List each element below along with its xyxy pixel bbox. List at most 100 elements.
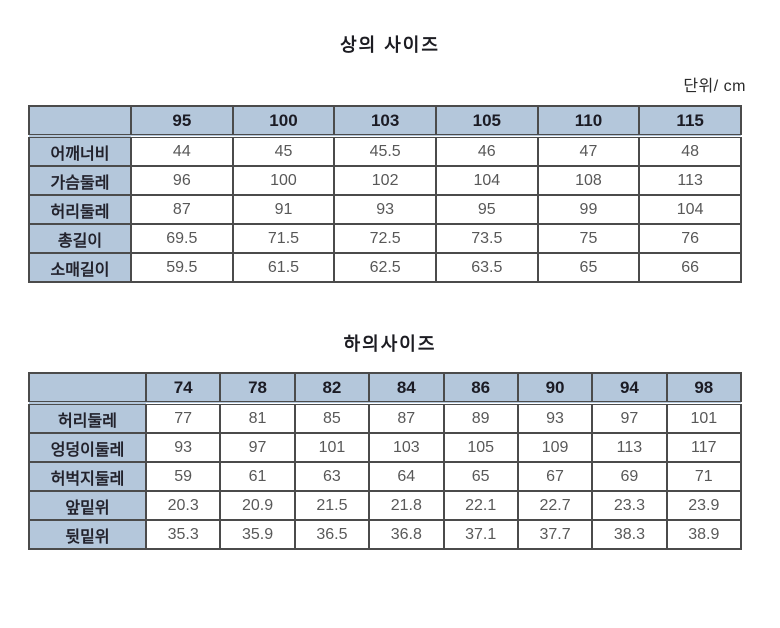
size-column-header: 82 — [293, 372, 371, 405]
size-column-header: 94 — [591, 372, 668, 405]
bottoms-size-table-title: 하의사이즈 — [343, 334, 437, 354]
measurement-value: 65 — [536, 252, 641, 283]
table-row: 엉덩이둘레 93 97 101 103 105 109 113 117 — [28, 432, 743, 463]
measurement-value: 23.3 — [591, 490, 668, 521]
measurement-value: 85 — [293, 402, 371, 434]
corner-cell — [28, 372, 147, 405]
measurement-value: 21.8 — [368, 490, 445, 521]
size-column-header: 100 — [231, 105, 336, 138]
measurement-label: 허벅지둘레 — [28, 461, 147, 492]
measurement-value: 69 — [591, 461, 668, 492]
measurement-value: 62.5 — [333, 252, 437, 283]
measurement-value: 72.5 — [333, 223, 437, 254]
table-row: 뒷밑위 35.3 35.9 36.5 36.8 37.1 37.7 38.3 38.9 — [28, 519, 743, 550]
measurement-value: 46 — [434, 135, 539, 167]
measurement-value: 22.1 — [442, 490, 519, 521]
measurement-value: 35.3 — [144, 519, 222, 550]
measurement-value: 89 — [442, 402, 519, 434]
size-column-header: 105 — [434, 105, 539, 138]
measurement-value: 48 — [638, 135, 742, 167]
measurement-value: 105 — [442, 432, 519, 463]
measurement-value: 76 — [638, 223, 742, 254]
table-row: 소매길이 59.5 61.5 62.5 63.5 65 66 — [28, 252, 742, 283]
measurement-value: 113 — [638, 165, 742, 196]
measurement-value: 104 — [638, 194, 742, 225]
measurement-value: 99 — [536, 194, 641, 225]
measurement-value: 23.9 — [665, 490, 743, 521]
tops-size-table-title: 상의 사이즈 — [340, 35, 440, 55]
table-row: 허리둘레 87 91 93 95 99 104 — [28, 194, 742, 225]
measurement-value: 66 — [638, 252, 742, 283]
size-column-header: 90 — [516, 372, 594, 405]
measurement-value: 97 — [219, 432, 296, 463]
measurement-label: 뒷밑위 — [28, 519, 147, 550]
measurement-value: 93 — [144, 432, 222, 463]
measurement-value: 59 — [144, 461, 222, 492]
measurement-value: 65 — [442, 461, 519, 492]
measurement-label: 총길이 — [28, 223, 132, 254]
measurement-value: 61.5 — [231, 252, 336, 283]
size-column-header: 78 — [219, 372, 296, 405]
measurement-value: 93 — [333, 194, 437, 225]
measurement-label: 허리둘레 — [28, 194, 132, 225]
measurement-value: 101 — [293, 432, 371, 463]
table-row: 허벅지둘레 59 61 63 64 65 67 69 71 — [28, 461, 743, 492]
measurement-value: 101 — [665, 402, 743, 434]
measurement-value: 47 — [536, 135, 641, 167]
measurement-value: 75 — [536, 223, 641, 254]
measurement-label: 허리둘레 — [28, 402, 147, 434]
unit-label: 단위/ cm — [683, 78, 746, 95]
measurement-value: 44 — [130, 135, 234, 167]
measurement-value: 69.5 — [130, 223, 234, 254]
measurement-value: 108 — [536, 165, 641, 196]
measurement-value: 59.5 — [130, 252, 234, 283]
table-row: 가슴둘레 96 100 102 104 108 113 — [28, 165, 742, 196]
measurement-value: 36.8 — [368, 519, 445, 550]
measurement-value: 81 — [219, 402, 296, 434]
measurement-value: 37.1 — [442, 519, 519, 550]
tops-size-table: 95 100 103 105 110 115 어깨너비 44 45 45.5 46 47 48 가슴둘레 9… — [28, 105, 742, 283]
measurement-value: 73.5 — [434, 223, 539, 254]
measurement-label: 어깨너비 — [28, 135, 132, 167]
measurement-value: 61 — [219, 461, 296, 492]
size-column-header: 110 — [536, 105, 641, 138]
measurement-value: 77 — [144, 402, 222, 434]
size-column-header: 98 — [665, 372, 743, 405]
measurement-value: 91 — [231, 194, 336, 225]
measurement-value: 37.7 — [516, 519, 594, 550]
size-header-row: 74 78 82 84 86 90 94 98 — [28, 372, 743, 405]
measurement-value: 96 — [130, 165, 234, 196]
bottoms-size-table: 74 78 82 84 86 90 94 98 허리둘레 77 81 85 87 89 93 97 101 엉덩이… — [28, 372, 743, 550]
measurement-value: 45.5 — [333, 135, 437, 167]
measurement-value: 100 — [231, 165, 336, 196]
measurement-value: 117 — [665, 432, 743, 463]
size-column-header: 84 — [368, 372, 445, 405]
measurement-label: 가슴둘레 — [28, 165, 132, 196]
measurement-value: 21.5 — [293, 490, 371, 521]
measurement-value: 64 — [368, 461, 445, 492]
measurement-value: 38.9 — [665, 519, 743, 550]
measurement-value: 35.9 — [219, 519, 296, 550]
measurement-label: 엉덩이둘레 — [28, 432, 147, 463]
measurement-value: 63 — [293, 461, 371, 492]
measurement-value: 36.5 — [293, 519, 371, 550]
size-column-header: 103 — [333, 105, 437, 138]
measurement-value: 87 — [368, 402, 445, 434]
measurement-value: 22.7 — [516, 490, 594, 521]
measurement-value: 103 — [368, 432, 445, 463]
measurement-value: 63.5 — [434, 252, 539, 283]
measurement-value: 93 — [516, 402, 594, 434]
size-column-header: 74 — [144, 372, 222, 405]
size-column-header: 115 — [638, 105, 742, 138]
measurement-value: 109 — [516, 432, 594, 463]
measurement-label: 앞밑위 — [28, 490, 147, 521]
measurement-value: 102 — [333, 165, 437, 196]
measurement-value: 113 — [591, 432, 668, 463]
size-column-header: 86 — [442, 372, 519, 405]
table-row: 앞밑위 20.3 20.9 21.5 21.8 22.1 22.7 23.3 23.9 — [28, 490, 743, 521]
table-row: 어깨너비 44 45 45.5 46 47 48 — [28, 135, 742, 167]
measurement-value: 95 — [434, 194, 539, 225]
measurement-value: 71.5 — [231, 223, 336, 254]
measurement-value: 87 — [130, 194, 234, 225]
